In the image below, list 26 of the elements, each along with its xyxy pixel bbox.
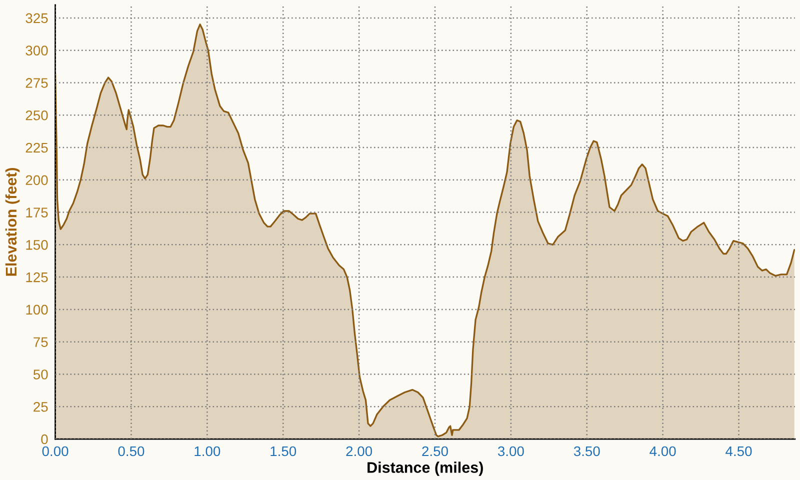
y-tick-label: 175 bbox=[26, 208, 48, 218]
x-tick-label: 0.50 bbox=[118, 446, 144, 456]
x-tick-label: 1.50 bbox=[270, 446, 296, 456]
y-tick-label: 150 bbox=[26, 240, 48, 250]
x-tick-label: 2.50 bbox=[422, 446, 448, 456]
y-tick-label: 100 bbox=[26, 304, 48, 315]
y-tick-label: 50 bbox=[33, 370, 48, 380]
y-tick-label: 275 bbox=[26, 78, 48, 88]
y-tick-label: 25 bbox=[34, 402, 48, 412]
x-axis-title: Distance (miles) bbox=[368, 462, 483, 476]
y-tick-label: 75 bbox=[34, 337, 48, 348]
x-tick-label: 1.00 bbox=[194, 446, 220, 456]
y-tick-label: 0 bbox=[41, 434, 48, 444]
x-tick-label: 2.00 bbox=[346, 446, 372, 456]
y-tick-label: 325 bbox=[26, 13, 48, 24]
y-tick-label: 250 bbox=[26, 110, 48, 120]
y-tick-label: 200 bbox=[26, 175, 48, 186]
y-axis-title: Elevation (feet) bbox=[5, 168, 20, 276]
y-tick-label: 225 bbox=[26, 142, 48, 153]
x-tick-label: 3.00 bbox=[498, 446, 524, 456]
x-tick-label: 4.50 bbox=[726, 446, 752, 456]
x-tick-label: 3.50 bbox=[574, 446, 600, 456]
y-tick-label: 300 bbox=[26, 46, 48, 56]
x-tick-label: 0.00 bbox=[42, 446, 68, 456]
x-tick-label: 4.00 bbox=[650, 446, 676, 456]
y-tick-label: 125 bbox=[26, 272, 48, 282]
